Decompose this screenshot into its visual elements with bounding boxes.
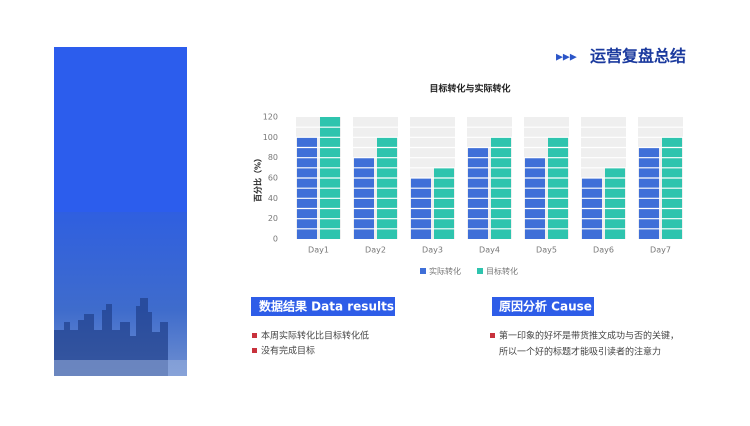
section-bar <box>492 297 594 316</box>
legend-swatch <box>477 268 483 274</box>
header-arrows: ▶▶▶ <box>556 53 577 63</box>
bullet-text: 没有完成目标 <box>261 345 315 357</box>
section-title: 数据结果 Data results <box>259 299 394 314</box>
section-title: 原因分析 Cause <box>499 299 592 314</box>
y-tick-label: 100 <box>263 133 278 142</box>
y-tick-label: 80 <box>268 153 278 162</box>
legend-label: 目标转化 <box>486 266 518 276</box>
legend-label: 实际转化 <box>429 266 461 276</box>
x-tick-label: Day1 <box>308 246 329 255</box>
x-tick-label: Day5 <box>536 246 557 255</box>
photo-panel <box>54 47 187 376</box>
x-tick-label: Day3 <box>422 246 443 255</box>
bullet <box>252 348 257 353</box>
bullet-text: 所以一个好的标题才能吸引读者的注意力 <box>499 346 661 358</box>
x-tick-label: Day6 <box>593 246 614 255</box>
x-tick-label: Day2 <box>365 246 386 255</box>
bar <box>639 147 659 239</box>
plot: 0 20 40 60 80 100 120 Day1 Day2 Day3 Day4 Day5 Day6 D… <box>263 113 683 276</box>
y-tick-label: 0 <box>273 235 278 244</box>
chart-title: 目标转化与实际转化 <box>429 83 510 95</box>
x-tick-label: Day7 <box>650 246 671 255</box>
x-tick-label: Day4 <box>479 246 500 255</box>
bullet <box>490 333 495 338</box>
bullet-text: 本周实际转化比目标转化低 <box>261 330 369 342</box>
y-axis-label: 百分比（%） <box>253 154 263 202</box>
bar <box>468 147 488 239</box>
bar <box>434 167 454 239</box>
bullet <box>252 333 257 338</box>
y-tick-label: 20 <box>268 214 278 223</box>
section-bar <box>251 297 395 316</box>
legend-swatch <box>420 268 426 274</box>
header-title: 运营复盘总结 <box>590 47 686 66</box>
y-tick-label: 40 <box>268 194 278 203</box>
y-tick-label: 60 <box>268 174 278 183</box>
y-tick-label: 120 <box>263 113 278 122</box>
bar <box>605 167 625 239</box>
bullet-text: 第一印象的好坏是带货推文成功与否的关键， <box>499 330 679 342</box>
